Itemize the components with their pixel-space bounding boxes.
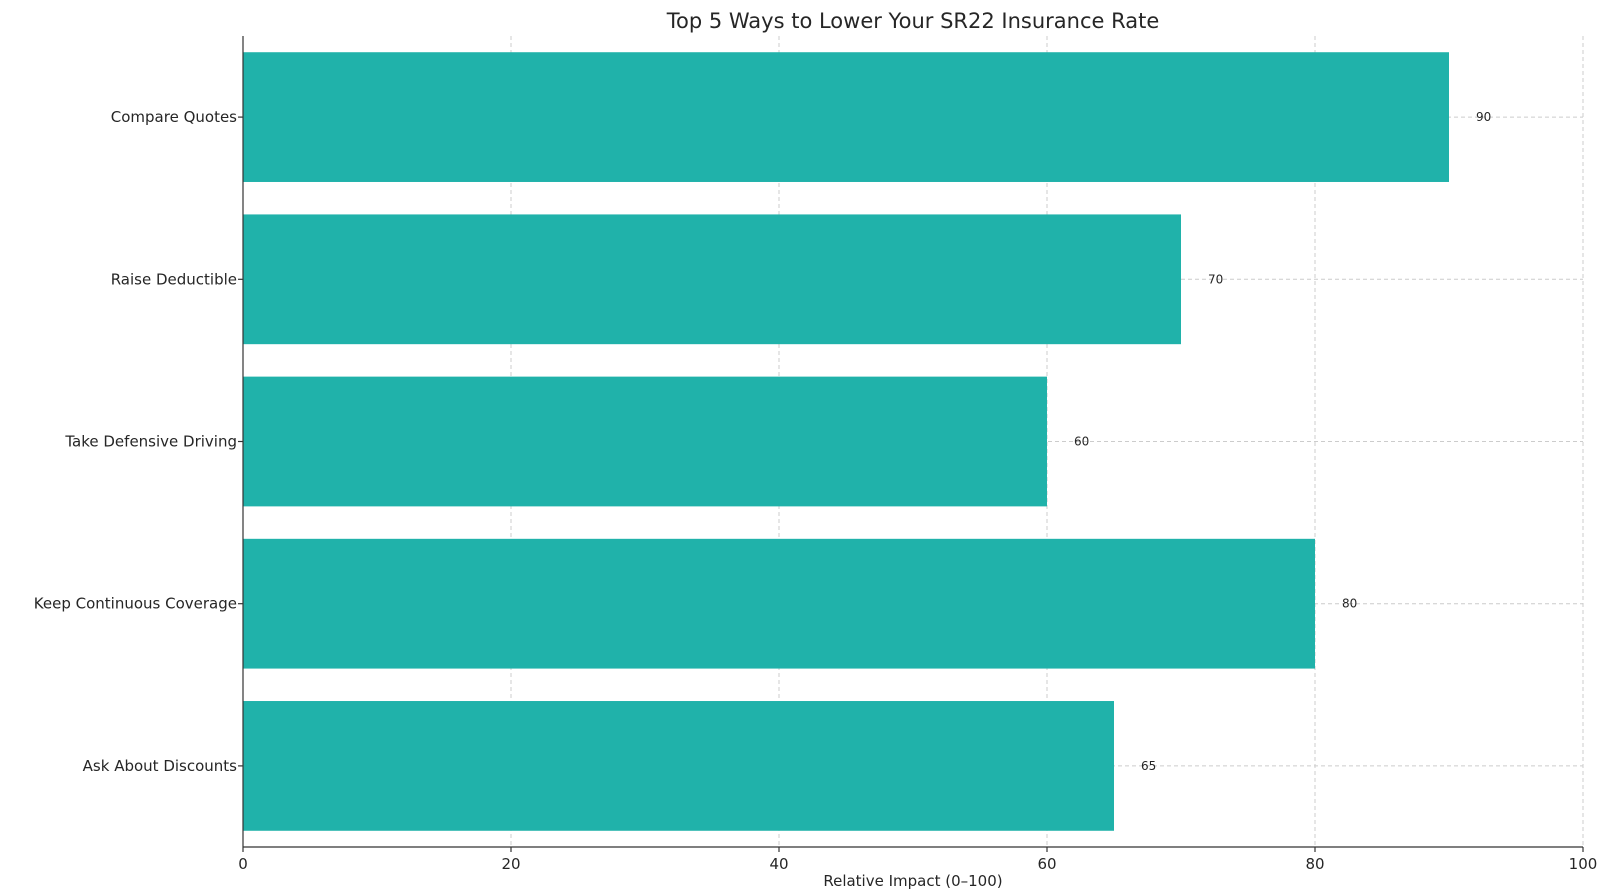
data-label: 60 — [1074, 435, 1089, 449]
data-label: 65 — [1141, 759, 1156, 773]
x-tick-label: 60 — [1037, 855, 1056, 873]
bar — [243, 214, 1181, 345]
data-label: 70 — [1208, 272, 1223, 286]
data-label: 90 — [1476, 110, 1491, 124]
bar — [243, 701, 1114, 831]
bar — [243, 52, 1449, 182]
x-tick-label: 100 — [1569, 855, 1598, 873]
labels: Compare Quotes 90 Raise Deductible 70 Take D… — [34, 108, 1598, 873]
bars — [243, 52, 1449, 831]
x-tick-label: 80 — [1305, 855, 1324, 873]
bar — [243, 376, 1047, 507]
x-tick-label: 0 — [238, 855, 248, 873]
category-label: Ask About Discounts — [83, 757, 237, 775]
x-axis-label: Relative Impact (0–100) — [823, 872, 1002, 890]
bar — [243, 538, 1315, 669]
x-tick-label: 20 — [501, 855, 520, 873]
category-label: Raise Deductible — [111, 270, 237, 288]
data-label: 80 — [1342, 597, 1357, 611]
category-label: Take Defensive Driving — [64, 433, 237, 451]
category-label: Keep Continuous Coverage — [34, 595, 237, 613]
category-label: Compare Quotes — [111, 108, 237, 126]
x-tick-label: 40 — [769, 855, 788, 873]
axes — [238, 36, 1584, 852]
chart-title: Top 5 Ways to Lower Your SR22 Insurance … — [666, 9, 1160, 33]
